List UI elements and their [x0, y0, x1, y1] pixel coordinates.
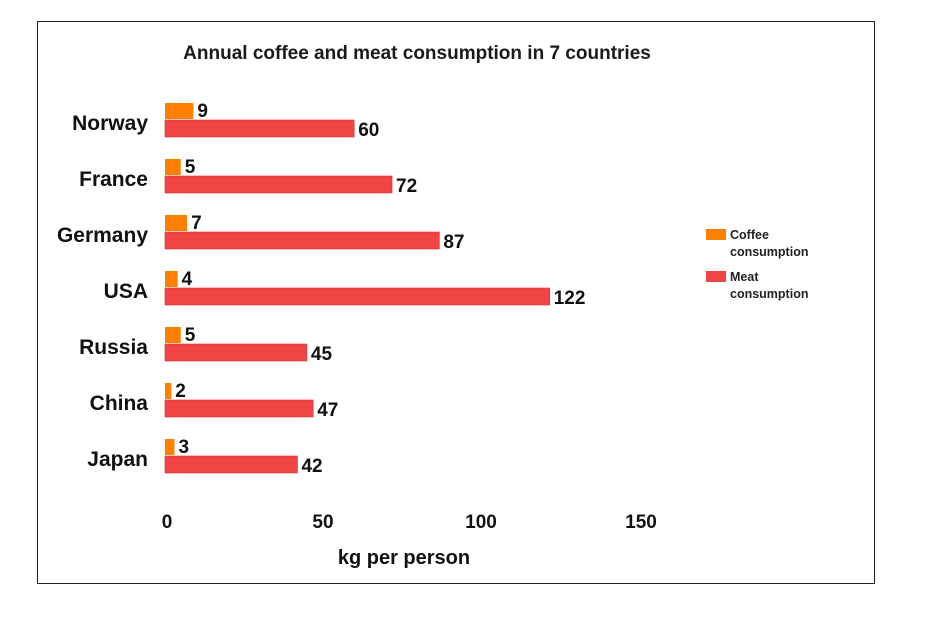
category-label: Japan [87, 448, 148, 471]
category-label: USA [104, 280, 148, 303]
x-tick-label: 50 [312, 512, 333, 533]
data-label-meat: 72 [396, 176, 417, 197]
category-label: Russia [79, 336, 148, 359]
bar-meat [164, 175, 393, 194]
data-label-coffee: 9 [197, 101, 208, 122]
x-axis-label: kg per person [338, 547, 470, 569]
data-label-meat: 122 [554, 288, 586, 309]
data-label-coffee: 2 [175, 381, 186, 402]
bar-coffee [165, 327, 181, 343]
bars [164, 103, 551, 474]
legend-swatch-meat [706, 271, 726, 282]
category-label: Norway [72, 112, 148, 135]
category-label: Germany [57, 224, 148, 247]
bar-coffee [165, 439, 175, 455]
data-labels: 9 60 5 72 7 87 4 122 5 45 2 47 3 42 [175, 101, 585, 477]
data-label-meat: 45 [311, 344, 333, 365]
bar-meat [164, 231, 440, 250]
legend-label-coffee-line1: Coffee [730, 228, 769, 242]
data-label-coffee: 4 [182, 269, 193, 290]
data-label-meat: 47 [317, 400, 338, 421]
x-tick-label: 0 [162, 512, 173, 533]
x-tick-labels: 0 50 100 150 [162, 512, 657, 533]
category-label: China [90, 392, 149, 415]
bar-coffee [165, 159, 181, 175]
legend-label-meat-line1: Meat [730, 270, 759, 284]
legend-swatch-coffee [706, 229, 726, 240]
category-labels: Norway France Germany USA Russia China Japan [57, 112, 148, 471]
legend: Coffee consumption Meat consumption [706, 228, 808, 301]
data-label-meat: 60 [358, 120, 379, 141]
legend-label-coffee-line2: consumption [730, 245, 808, 259]
bar-coffee [165, 271, 178, 287]
data-label-coffee: 5 [185, 157, 196, 178]
bar-meat [164, 343, 308, 362]
bar-meat [164, 399, 314, 418]
data-label-coffee: 5 [185, 325, 196, 346]
data-label-meat: 42 [301, 456, 322, 477]
data-label-coffee: 3 [178, 437, 189, 458]
bar-meat [164, 287, 551, 306]
chart-title: Annual coffee and meat consumption in 7 … [183, 43, 651, 64]
bar-meat [164, 455, 298, 474]
x-tick-label: 150 [625, 512, 657, 533]
bar-coffee [165, 103, 194, 119]
bar-meat [164, 119, 355, 138]
category-label: France [79, 168, 148, 191]
data-label-meat: 87 [443, 232, 464, 253]
x-tick-label: 100 [465, 512, 497, 533]
bar-coffee [165, 215, 188, 231]
data-label-coffee: 7 [191, 213, 202, 234]
legend-label-meat-line2: consumption [730, 287, 808, 301]
bar-coffee [165, 383, 172, 399]
